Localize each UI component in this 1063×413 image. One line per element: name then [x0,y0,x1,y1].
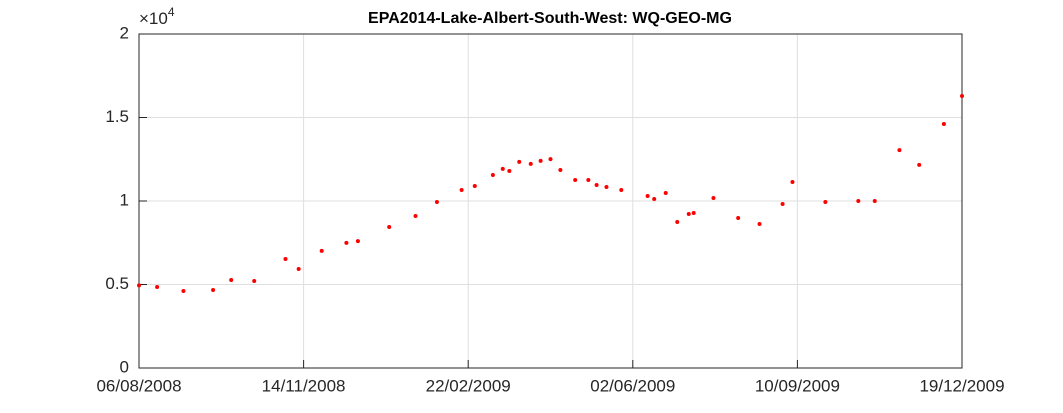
point [252,278,257,283]
point [517,159,522,164]
point [528,161,533,166]
exponent-base: ×10 [139,9,168,28]
point [283,256,288,261]
point [538,158,543,163]
point [548,157,553,162]
point [594,182,599,187]
point [472,183,477,188]
chart-title: EPA2014-Lake-Albert-South-West: WQ-GEO-M… [368,10,732,27]
point [319,248,324,253]
point [780,202,785,207]
point [181,289,186,294]
point [686,212,691,217]
x-tick-label: 06/08/2008 [96,376,181,395]
point [558,167,563,172]
point [736,216,741,221]
point [211,288,216,293]
point [691,211,696,216]
point [490,172,495,177]
point [155,285,160,290]
point [675,220,680,225]
y-exponent: ×104 [139,5,175,28]
x-tick-label: 14/11/2008 [262,376,346,395]
point [387,225,392,230]
point [897,148,902,153]
y-tick-label: 2 [120,23,129,42]
point [604,184,609,189]
point [917,162,922,167]
x-tick-label: 10/09/2009 [755,376,840,395]
point [507,168,512,173]
point [586,177,591,182]
point [872,199,877,203]
point [757,222,762,227]
point [137,283,141,288]
point [573,177,578,182]
point [296,266,301,271]
point [434,200,439,205]
point [619,187,624,192]
point [790,179,795,184]
point [459,187,464,192]
x-tick-label: 02/06/2009 [590,376,675,395]
exponent-power: 4 [168,5,175,19]
point [856,199,861,203]
y-tick-label: 0.5 [105,274,129,293]
point [344,240,349,245]
point [229,277,234,282]
x-tick-label: 22/02/2009 [426,376,511,395]
point [941,122,946,127]
y-tick-label: 1 [120,190,129,209]
plot-frame [138,33,963,369]
point [711,195,716,200]
y-tick-label: 1.5 [105,107,129,126]
point [413,214,418,219]
point [960,93,964,98]
point [652,196,657,201]
y-tick-label: 0 [120,357,129,376]
point [500,166,505,171]
point [823,200,828,205]
point [355,239,360,244]
point [663,190,668,195]
point [645,193,650,198]
x-tick-label: 19/12/2009 [919,376,1004,395]
